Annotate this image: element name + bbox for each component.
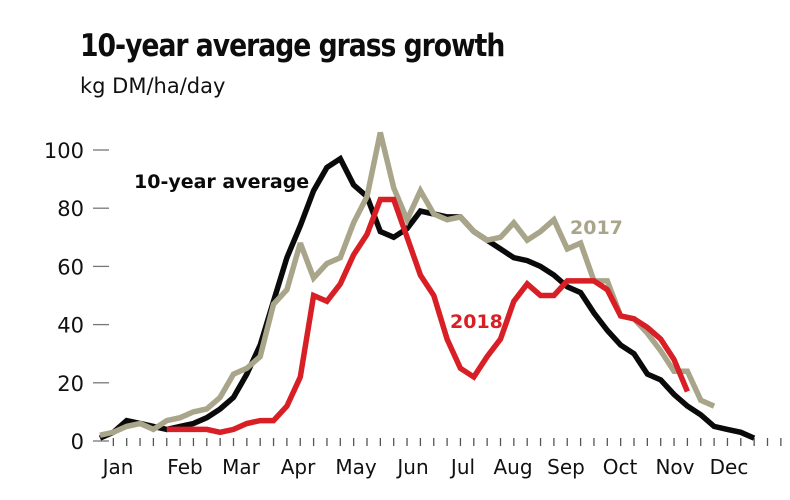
y-tick-label: 0: [71, 430, 84, 454]
series-labels: 10-year average 2017 2018: [134, 171, 623, 333]
series-label: 2018: [450, 311, 503, 333]
x-tick-label: Feb: [167, 455, 202, 479]
y-tick-label: 80: [57, 197, 84, 221]
chart-subtitle: kg DM/ha/day: [80, 74, 226, 98]
series-label: 10-year average: [134, 171, 309, 193]
chart-title: 10-year average grass growth: [80, 28, 505, 64]
y-tick-label: 60: [57, 255, 84, 279]
y-tick-label: 100: [44, 139, 84, 163]
x-axis: Jan Feb Mar Apr May Jun Jul Aug Sep Oct Nov Dec: [101, 438, 782, 479]
y-axis: 0 20 40 60 80 100: [44, 139, 109, 454]
x-tick-label: Jun: [395, 455, 428, 479]
x-tick-label: Nov: [655, 455, 694, 479]
series-line-10-year-average: [98, 154, 756, 441]
x-tick-label: Jul: [449, 455, 475, 479]
x-tick-label: Mar: [222, 455, 261, 479]
series-lines: [98, 131, 756, 441]
x-tick-label: Oct: [603, 455, 638, 479]
x-tick-label: Jan: [101, 455, 134, 479]
series-line-2018: [166, 196, 690, 436]
x-tick-label: Dec: [710, 455, 749, 479]
x-tick-label: Aug: [493, 455, 532, 479]
y-tick-label: 20: [57, 372, 84, 396]
x-tick-label: May: [335, 455, 377, 479]
x-tick-label: Apr: [281, 455, 316, 479]
y-tick-label: 40: [57, 314, 84, 338]
x-tick-label: Sep: [547, 455, 585, 479]
series-label: 2017: [570, 217, 623, 239]
